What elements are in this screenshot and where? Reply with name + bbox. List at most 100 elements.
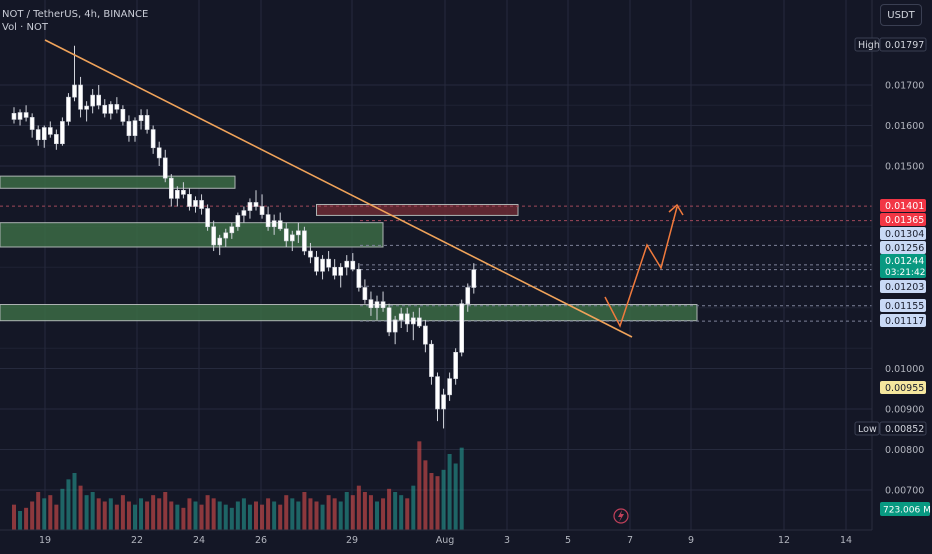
candle-body	[41, 127, 47, 140]
symbol-title: NOT / TetherUS, 4h, BINANCE	[2, 9, 149, 20]
candle-body	[211, 226, 216, 246]
candle-body	[60, 121, 65, 145]
candle-body	[241, 210, 247, 216]
lightning-icon-glyph	[618, 510, 624, 522]
volume-bar	[229, 507, 234, 530]
volume-bar	[296, 501, 301, 530]
price-label-value: 0.01117	[885, 316, 924, 327]
y-tick-label: 0.01600	[885, 121, 924, 132]
candle-body	[332, 266, 337, 276]
price-label-light	[880, 299, 926, 312]
volume-label-box	[880, 502, 930, 516]
price-label-yellow	[880, 381, 926, 394]
green-zone	[0, 304, 698, 322]
volume-title: Vol · NOT	[2, 22, 48, 33]
price-tag-text: High	[858, 40, 880, 51]
candle-body	[380, 301, 386, 309]
volume-bar	[272, 501, 277, 530]
price-label-value: 0.01244	[885, 256, 924, 267]
x-tick-label: 24	[193, 535, 205, 546]
candle-body	[114, 104, 120, 110]
volume-bar	[120, 495, 125, 530]
candle-body	[132, 120, 138, 136]
volume-bar	[187, 498, 192, 530]
projection-arrowhead	[668, 203, 684, 216]
candle-body	[35, 129, 41, 140]
volume-bar	[362, 492, 367, 530]
candle-body	[459, 303, 465, 353]
green-zone	[0, 222, 384, 248]
candle-body	[453, 351, 458, 379]
volume-bar	[78, 485, 83, 530]
candle-body	[356, 268, 362, 288]
price-label-light	[880, 241, 926, 254]
volume-bar	[441, 469, 446, 530]
volume-bar	[375, 501, 379, 530]
volume-label: 723.006 M	[883, 506, 931, 516]
candle-body	[392, 319, 398, 333]
price-tag-low	[854, 421, 880, 436]
candle-body	[326, 258, 331, 268]
candle-body	[181, 190, 186, 195]
candle-body	[447, 378, 452, 396]
red-zone	[316, 203, 519, 216]
price-label-value: 0.01155	[885, 301, 924, 312]
candle-body	[169, 177, 174, 199]
volume-bar	[126, 501, 131, 530]
projection-path[interactable]	[604, 206, 678, 328]
candle-body	[296, 230, 301, 236]
volume-bar	[169, 501, 174, 530]
volume-bar	[399, 495, 404, 530]
candle-body	[84, 105, 89, 110]
candle-body	[54, 134, 59, 145]
candle-body	[217, 237, 222, 246]
candle-body	[187, 194, 192, 207]
trendline[interactable]	[44, 39, 633, 338]
price-label-red	[880, 199, 926, 212]
volume-bar	[72, 473, 77, 530]
volume-bar	[193, 501, 198, 530]
x-tick-label: 3	[504, 535, 510, 546]
volume-bar	[42, 498, 47, 530]
lightning-icon[interactable]	[613, 508, 629, 524]
volume-bar	[411, 485, 416, 530]
volume-bar	[350, 495, 355, 530]
volume-bar	[290, 498, 295, 530]
candle-body	[398, 313, 404, 321]
price-label-current	[880, 254, 926, 278]
volume-bar	[145, 501, 150, 530]
price-label-value: 0.01365	[885, 215, 924, 226]
candle-body	[199, 200, 204, 209]
candle-body	[253, 202, 259, 207]
volume-bar	[423, 460, 428, 530]
volume-bar	[54, 504, 59, 530]
volume-bar	[157, 498, 162, 530]
candle-body	[78, 84, 83, 110]
volume-bar	[338, 501, 343, 530]
price-label-high	[879, 37, 927, 52]
candle-body	[120, 109, 126, 122]
price-label-light	[880, 314, 926, 327]
candle-body	[156, 147, 162, 159]
price-label-value: 0.01797	[885, 40, 924, 51]
volume-bar	[12, 504, 16, 530]
y-tick-label: 0.00900	[885, 405, 924, 416]
y-tick-label: 0.01000	[885, 364, 924, 375]
volume-bar	[24, 507, 29, 530]
price-tag-high	[854, 37, 880, 52]
currency-button[interactable]: USDT	[880, 4, 922, 26]
candle-body	[175, 190, 180, 199]
candle-body	[368, 299, 374, 309]
volume-bar	[102, 501, 107, 530]
volume-bar	[30, 501, 35, 530]
price-label-value: 0.01304	[885, 229, 924, 240]
candle-body	[417, 317, 422, 327]
volume-bar	[435, 476, 440, 530]
candle-body	[193, 200, 198, 207]
volume-bar	[114, 504, 119, 530]
green-zone	[0, 175, 236, 189]
candle-body	[102, 104, 108, 114]
candle-body	[265, 214, 271, 228]
